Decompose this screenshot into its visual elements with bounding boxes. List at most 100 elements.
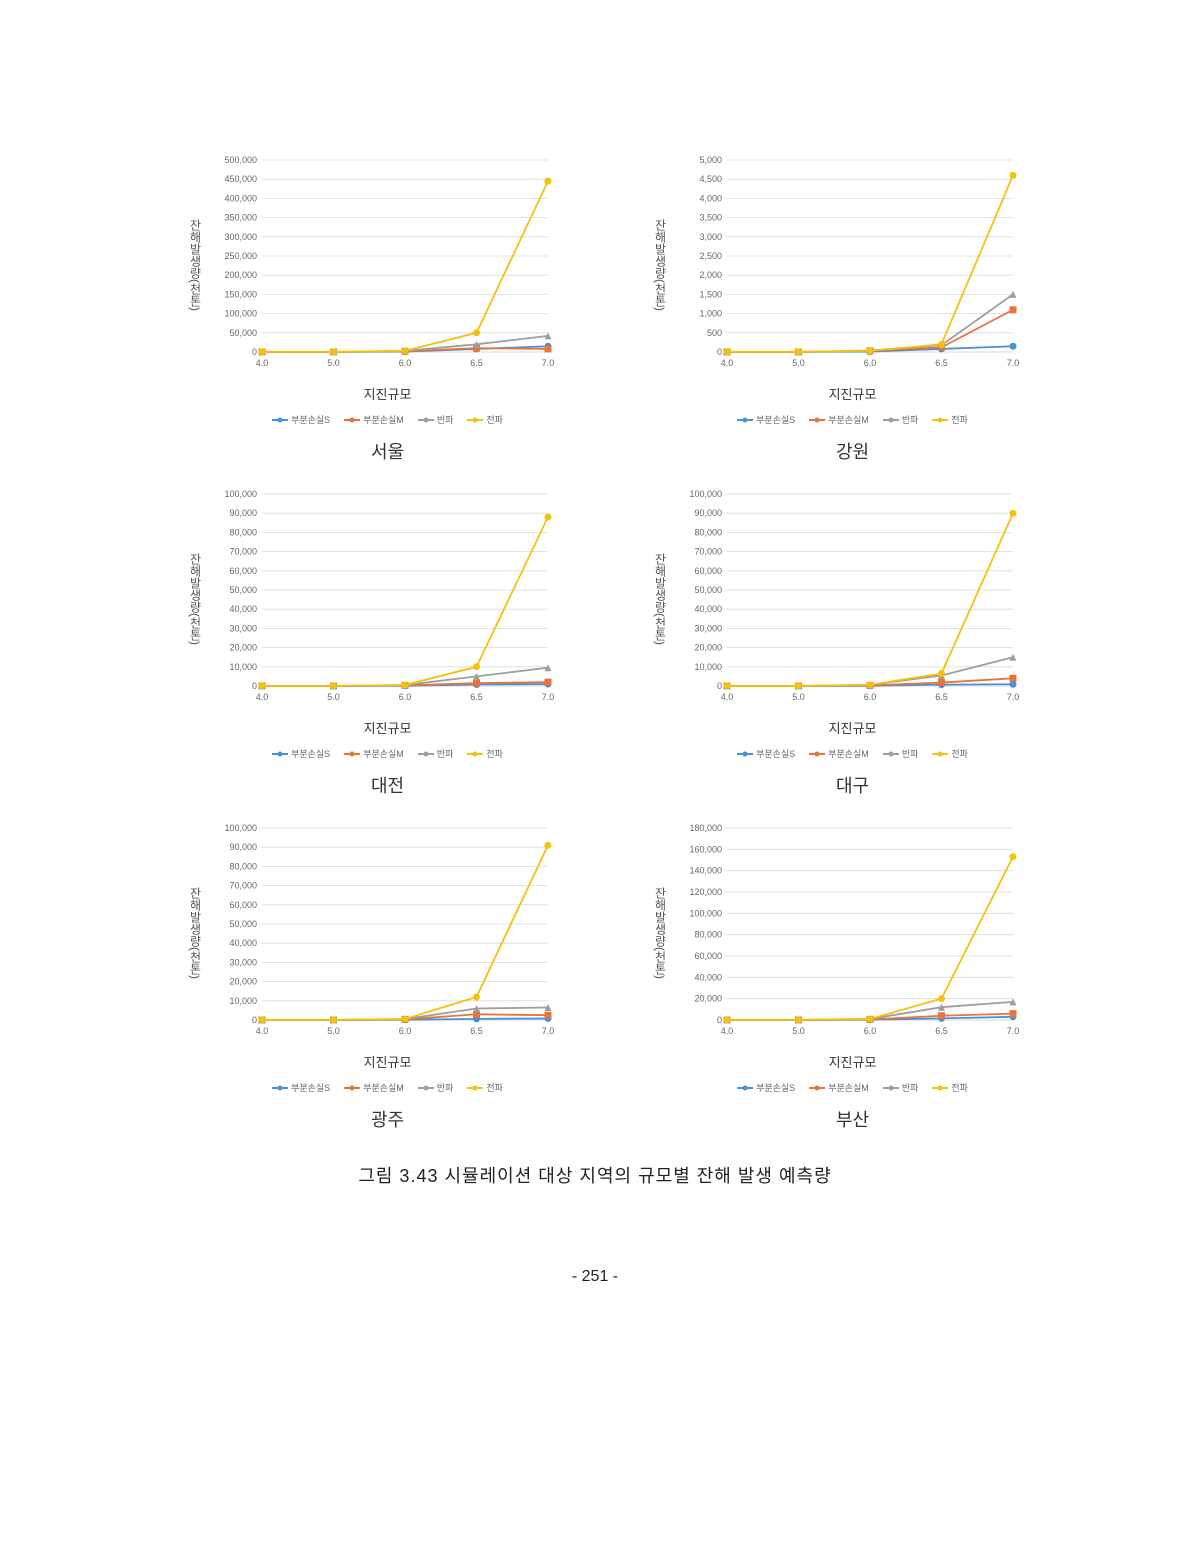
x-tick-label: 6.0	[864, 1026, 877, 1036]
x-tick-label: 7.0	[542, 1026, 555, 1036]
chart-wrap: 잔해발생량(천톤)010,00020,00030,00040,00050,000…	[187, 484, 558, 714]
y-tick-label: 0	[717, 1015, 722, 1025]
x-tick-label: 5.0	[327, 358, 340, 368]
y-tick-label: 120,000	[689, 887, 722, 897]
legend: 부분손실S 부분손실M 반파 전파	[737, 1081, 968, 1094]
y-tick-label: 60,000	[694, 566, 722, 576]
legend-item-s2: 부분손실M	[809, 413, 869, 426]
legend-item-s4: 전파	[467, 413, 503, 426]
chart-wrap: 잔해발생량(천톤)010,00020,00030,00040,00050,000…	[652, 484, 1023, 714]
x-tick-label: 6.0	[864, 692, 877, 702]
x-tick-label: 4.0	[721, 358, 734, 368]
marker-s4-icon	[473, 663, 480, 670]
marker-s2-icon	[545, 345, 552, 352]
legend-item-s2: 부분손실M	[809, 747, 869, 760]
legend-item-s3: 반파	[418, 747, 454, 760]
legend-label: 부분손실S	[291, 747, 330, 760]
x-axis-label: 지진규모	[829, 718, 877, 737]
legend-item-s3: 반파	[418, 413, 454, 426]
marker-s4-icon	[867, 347, 874, 354]
legend-item-s3: 반파	[418, 1081, 454, 1094]
legend: 부분손실S부분손실M반파전파	[737, 747, 968, 760]
marker-s4-icon	[795, 1016, 802, 1023]
x-tick-label: 6.5	[470, 1026, 483, 1036]
x-tick-label: 5.0	[792, 1026, 805, 1036]
marker-s4-icon	[259, 348, 266, 355]
legend-swatch-icon	[737, 1087, 753, 1089]
y-tick-label: 100,000	[689, 489, 722, 499]
y-tick-label: 3,000	[699, 232, 722, 242]
y-tick-label: 4,500	[699, 174, 722, 184]
marker-s4-icon	[545, 178, 552, 185]
y-tick-label: 1,000	[699, 309, 722, 319]
x-axis-label: 지진규모	[364, 1052, 412, 1071]
y-axis-label: 잔해발생량(천톤)	[187, 553, 204, 645]
legend-label: 부분손실S	[291, 413, 330, 426]
marker-s4-icon	[724, 1016, 731, 1023]
x-tick-label: 5.0	[327, 1026, 340, 1036]
y-axis-label: 잔해발생량(천톤)	[187, 219, 204, 311]
x-tick-label: 4.0	[256, 1026, 269, 1036]
marker-s4-icon	[473, 993, 480, 1000]
chart-cell-0: 잔해발생량(천톤)050,000100,000150,000200,000250…	[160, 150, 585, 464]
marker-s2-icon	[545, 1012, 552, 1019]
y-tick-label: 30,000	[229, 957, 257, 967]
series-line-s4	[727, 513, 1013, 686]
x-tick-label: 4.0	[721, 692, 734, 702]
x-tick-label: 5.0	[792, 358, 805, 368]
legend-swatch-icon	[467, 419, 483, 421]
legend-label: 반파	[437, 1081, 454, 1094]
legend-item-s1: 부분손실S	[272, 413, 330, 426]
y-tick-label: 40,000	[229, 604, 257, 614]
legend-swatch-icon	[272, 753, 288, 755]
y-tick-label: 40,000	[694, 604, 722, 614]
legend-item-s4: 전파	[932, 747, 968, 760]
legend-swatch-icon	[272, 419, 288, 421]
legend-item-s1: 부분손실S	[737, 1081, 795, 1094]
marker-s4-icon	[259, 682, 266, 689]
legend-swatch-icon	[809, 753, 825, 755]
y-tick-label: 40,000	[229, 938, 257, 948]
chart-cell-2: 잔해발생량(천톤)010,00020,00030,00040,00050,000…	[160, 484, 585, 798]
legend-label: 부분손실S	[291, 1081, 330, 1094]
legend-swatch-icon	[467, 753, 483, 755]
y-tick-label: 350,000	[224, 213, 257, 223]
chart-wrap: 잔해발생량(천톤)050,000100,000150,000200,000250…	[187, 150, 558, 380]
y-tick-label: 50,000	[229, 919, 257, 929]
y-tick-label: 40,000	[694, 972, 722, 982]
legend-swatch-icon	[932, 419, 948, 421]
marker-s4-icon	[1010, 510, 1017, 517]
y-tick-label: 2,500	[699, 251, 722, 261]
y-tick-label: 60,000	[229, 900, 257, 910]
y-tick-label: 0	[252, 1015, 257, 1025]
legend-label: 부분손실S	[756, 413, 795, 426]
marker-s1-icon	[1010, 681, 1017, 688]
legend-label: 부분손실S	[756, 747, 795, 760]
legend-label: 전파	[951, 1081, 968, 1094]
marker-s4-icon	[259, 1016, 266, 1023]
chart-svg: 020,00040,00060,00080,000100,000120,0001…	[673, 818, 1023, 1048]
chart-svg: 010,00020,00030,00040,00050,00060,00070,…	[208, 484, 558, 714]
y-tick-label: 10,000	[694, 662, 722, 672]
y-tick-label: 100,000	[224, 309, 257, 319]
y-tick-label: 150,000	[224, 289, 257, 299]
x-tick-label: 4.0	[721, 1026, 734, 1036]
y-tick-label: 30,000	[229, 623, 257, 633]
marker-s2-icon	[938, 1012, 945, 1019]
x-tick-label: 6.5	[935, 692, 948, 702]
marker-s1-icon	[1010, 343, 1017, 350]
x-axis-label: 지진규모	[364, 718, 412, 737]
legend-item-s1: 부분손실S	[272, 747, 330, 760]
y-tick-label: 200,000	[224, 270, 257, 280]
legend-label: 반파	[902, 1081, 919, 1094]
marker-s4-icon	[1010, 172, 1017, 179]
legend-item-s4: 전파	[467, 747, 503, 760]
legend-swatch-icon	[932, 753, 948, 755]
series-line-s4	[262, 181, 548, 352]
y-tick-label: 4,000	[699, 193, 722, 203]
legend-label: 부분손실M	[828, 1081, 869, 1094]
y-axis-label: 잔해발생량(천톤)	[652, 553, 669, 645]
chart-grid: 잔해발생량(천톤)050,000100,000150,000200,000250…	[160, 150, 1050, 1132]
y-tick-label: 0	[717, 681, 722, 691]
x-tick-label: 6.5	[470, 692, 483, 702]
